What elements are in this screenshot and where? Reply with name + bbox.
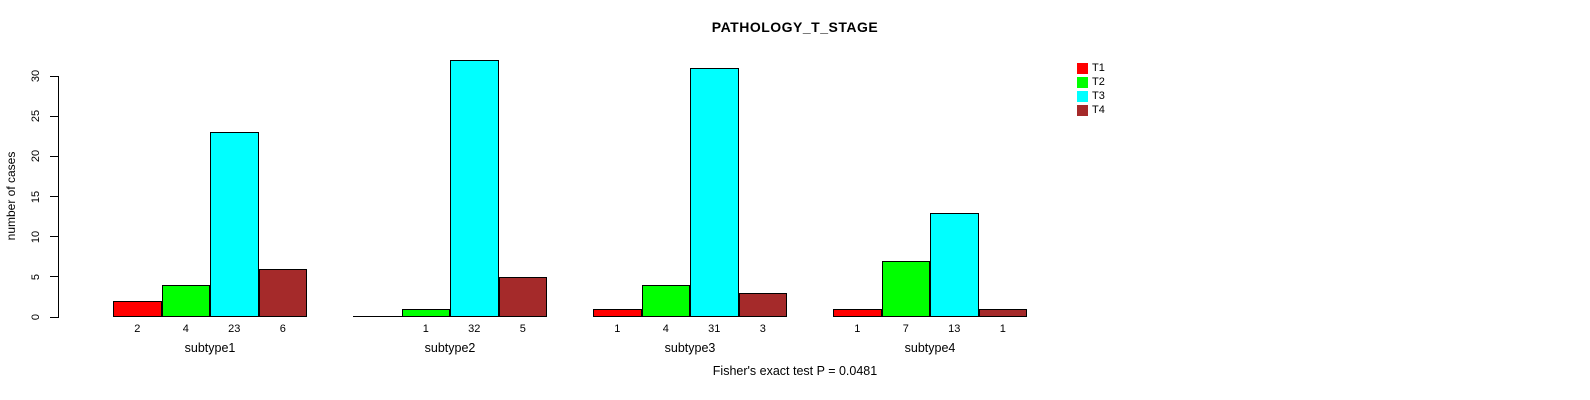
bar-T2-subtype4 [881,260,930,317]
category-label-subtype1: subtype1 [184,341,236,355]
legend-label: T3 [1092,89,1105,102]
bar-value-label: 1 [422,323,429,335]
bar-value-label: 1 [614,323,621,335]
bar-T4-subtype1 [258,268,307,317]
bar-value-label: 7 [902,323,909,335]
bar-T3-subtype2 [450,59,499,317]
y-axis-tick [50,316,58,318]
legend-swatch-T4 [1077,104,1088,116]
bar-T1-subtype2 [353,316,402,317]
y-axis-tick [50,115,58,117]
y-axis-tick [50,236,58,238]
y-axis-tick-label: 20 [30,150,42,163]
y-axis-tick-label: 30 [30,69,42,83]
y-axis-tick-label: 10 [30,230,42,243]
category-label-subtype2: subtype2 [424,341,476,355]
bar-value-label: 32 [468,323,481,335]
bar-T3-subtype1 [210,132,259,317]
bar-T1-subtype3 [593,308,642,317]
y-axis-tick [50,276,58,278]
y-axis-tick-label: 25 [30,110,42,123]
bar-T3-subtype4 [930,212,979,317]
bar-value-label: 2 [134,323,141,335]
bar-T3-subtype3 [690,67,739,317]
category-label-subtype3: subtype3 [664,341,716,355]
legend-swatch-T2 [1077,76,1088,88]
bar-value-label: 1 [854,323,861,335]
legend-swatch-T1 [1077,62,1088,74]
legend: T1 T2 T3 T4 [1077,61,1105,117]
y-axis-tick-label: 0 [30,313,42,321]
legend-label: T2 [1092,75,1105,88]
y-axis-tick-label: 15 [30,190,42,203]
bar-T1-subtype1 [113,300,162,317]
bar-value-label: 6 [279,323,286,335]
y-axis-tick-label: 5 [30,273,42,280]
bar-T4-subtype4 [978,308,1027,317]
bar-T1-subtype4 [833,308,882,317]
legend-item-T3: T3 [1077,89,1105,103]
legend-item-T2: T2 [1077,75,1105,89]
bar-value-label: 3 [759,323,766,335]
bar-T4-subtype2 [498,276,547,317]
bar-value-label: 1 [999,323,1006,335]
bar-value-label: 23 [228,323,241,335]
bar-T2-subtype3 [641,284,690,317]
legend-item-T4: T4 [1077,103,1105,117]
bar-value-label: 31 [708,323,721,335]
bar-value-label: 5 [519,323,526,335]
y-axis-tick [50,75,58,77]
chart-title: PATHOLOGY_T_STAGE [711,19,879,35]
legend-swatch-T3 [1077,90,1088,102]
y-axis-line [58,76,59,318]
legend-label: T1 [1092,61,1105,74]
stat-test-note: Fisher's exact test P = 0.0481 [712,364,878,378]
bar-T2-subtype2 [401,308,450,317]
legend-item-T1: T1 [1077,61,1105,75]
category-label-subtype4: subtype4 [904,341,956,355]
y-axis-tick [50,196,58,197]
bar-T2-subtype1 [161,284,210,317]
bar-value-label: 4 [662,323,669,335]
legend-label: T4 [1092,103,1105,116]
y-axis-tick [50,155,58,157]
bar-value-label: 4 [182,323,189,335]
bar-T4-subtype3 [738,292,787,317]
bar-value-label: 13 [948,323,961,335]
